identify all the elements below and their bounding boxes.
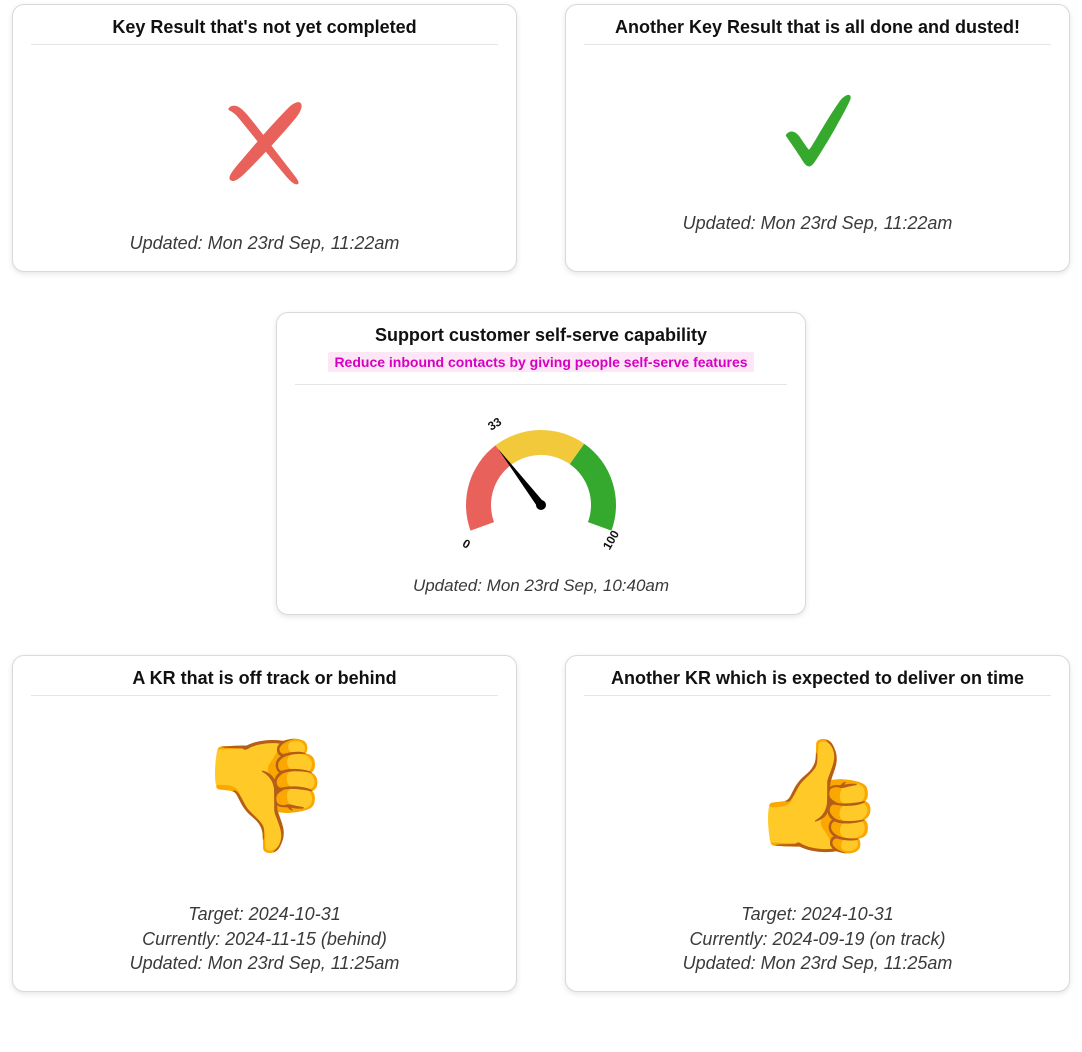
card-visual [584, 45, 1051, 205]
card-title: Key Result that's not yet completed [31, 17, 498, 38]
row-top: Key Result that's not yet completed Upda… [12, 4, 1070, 272]
cross-icon [210, 85, 320, 195]
currently-text: Currently: 2024-11-15 (behind) [31, 927, 498, 951]
card-kr-incomplete: Key Result that's not yet completed Upda… [12, 4, 517, 272]
card-updated: Updated: Mon 23rd Sep, 10:40am [295, 575, 787, 598]
card-visual [31, 45, 498, 225]
row-middle: Support customer self-serve capability R… [12, 312, 1070, 615]
thumbs-down-icon: 👎 [196, 741, 333, 851]
card-title: A KR that is off track or behind [31, 668, 498, 689]
card-visual: 👍 [584, 696, 1051, 896]
updated-text: Updated: Mon 23rd Sep, 11:25am [31, 951, 498, 975]
dashboard: Key Result that's not yet completed Upda… [0, 0, 1082, 1052]
card-visual: 0 100 33 [295, 385, 787, 569]
card-kr-complete: Another Key Result that is all done and … [565, 4, 1070, 272]
target-text: Target: 2024-10-31 [31, 902, 498, 926]
card-updated: Updated: Mon 23rd Sep, 11:22am [31, 231, 498, 255]
currently-text: Currently: 2024-09-19 (on track) [584, 927, 1051, 951]
card-kr-on-track: Another KR which is expected to deliver … [565, 655, 1070, 992]
card-title: Another Key Result that is all done and … [584, 17, 1051, 38]
card-title: Another KR which is expected to deliver … [584, 668, 1051, 689]
card-kr-off-track: A KR that is off track or behind 👎 Targe… [12, 655, 517, 992]
card-footer: Target: 2024-10-31 Currently: 2024-09-19… [584, 902, 1051, 975]
gauge: 0 100 33 [431, 395, 651, 565]
card-subtitle: Reduce inbound contacts by giving people… [328, 352, 753, 372]
row-bottom: A KR that is off track or behind 👎 Targe… [12, 655, 1070, 992]
thumbs-up-icon: 👍 [749, 741, 886, 851]
card-kr-gauge: Support customer self-serve capability R… [276, 312, 806, 615]
target-text: Target: 2024-10-31 [584, 902, 1051, 926]
card-visual: 👎 [31, 696, 498, 896]
card-updated: Updated: Mon 23rd Sep, 11:22am [584, 211, 1051, 235]
card-footer: Target: 2024-10-31 Currently: 2024-11-15… [31, 902, 498, 975]
card-title: Support customer self-serve capability [295, 325, 787, 346]
updated-text: Updated: Mon 23rd Sep, 11:25am [584, 951, 1051, 975]
check-icon [773, 85, 863, 175]
